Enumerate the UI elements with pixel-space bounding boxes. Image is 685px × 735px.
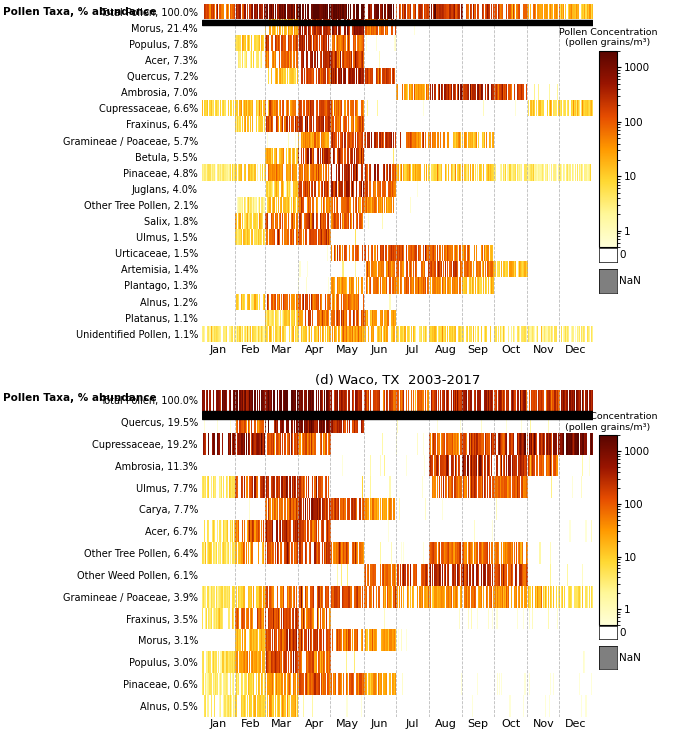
Text: Pollen Taxa, % abundance: Pollen Taxa, % abundance <box>3 7 157 18</box>
Text: Pollen Taxa, % abundance: Pollen Taxa, % abundance <box>3 393 157 404</box>
Title: (d) Waco, TX  2003-2017: (d) Waco, TX 2003-2017 <box>314 374 480 387</box>
Text: Pollen Concentration
(pollen grains/m³): Pollen Concentration (pollen grains/m³) <box>559 412 657 431</box>
Bar <box>202 412 593 419</box>
Text: NaN: NaN <box>619 276 641 286</box>
Title: (c) London, ON  2003-2017: (c) London, ON 2003-2017 <box>308 0 487 1</box>
Text: NaN: NaN <box>619 653 641 663</box>
Text: Pollen Concentration
(pollen grains/m³): Pollen Concentration (pollen grains/m³) <box>559 28 657 47</box>
Text: 0: 0 <box>619 628 625 638</box>
Text: 0: 0 <box>619 250 625 260</box>
Bar <box>202 20 593 26</box>
